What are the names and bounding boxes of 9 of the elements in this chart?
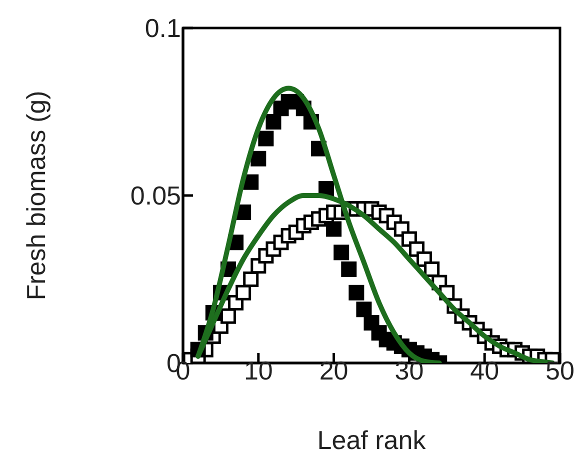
y-tick-label: 0.05 <box>130 180 181 211</box>
x-tick-label: 10 <box>244 355 273 386</box>
y-tick-label: 0.1 <box>144 13 181 44</box>
x-tick-label: 20 <box>319 355 348 386</box>
x-tick-label: 50 <box>546 355 574 386</box>
x-axis-title: Leaf rank <box>317 425 427 455</box>
x-tick-label: 40 <box>470 355 500 386</box>
x-tick-label: 30 <box>394 355 424 386</box>
y-axis-title: Fresh biomass (g) <box>21 90 52 300</box>
